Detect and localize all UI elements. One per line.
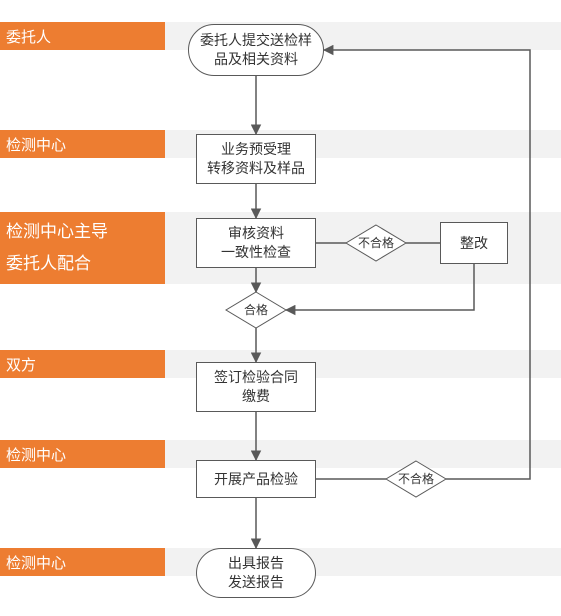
process-node: 签订检验合同缴费	[196, 362, 316, 412]
decision-node	[226, 292, 286, 328]
decision-label: 合格	[244, 302, 268, 317]
swimlane-label: 检测中心	[0, 130, 165, 158]
swimlane-label: 检测中心	[0, 440, 165, 468]
decision-label: 不合格	[398, 471, 434, 486]
process-node: 业务预受理转移资料及样品	[196, 134, 316, 184]
swimlane-label: 检测中心	[0, 548, 165, 576]
process-node: 整改	[440, 222, 508, 264]
swimlane-label: 委托人	[0, 22, 165, 50]
swimlane-label: 检测中心主导委托人配合	[0, 212, 165, 284]
swimlane-label: 双方	[0, 350, 165, 378]
process-node: 开展产品检验	[196, 460, 316, 498]
terminator-node: 委托人提交送检样品及相关资料	[188, 24, 324, 76]
terminator-node: 出具报告发送报告	[196, 548, 316, 598]
process-node: 审核资料一致性检查	[196, 218, 316, 268]
